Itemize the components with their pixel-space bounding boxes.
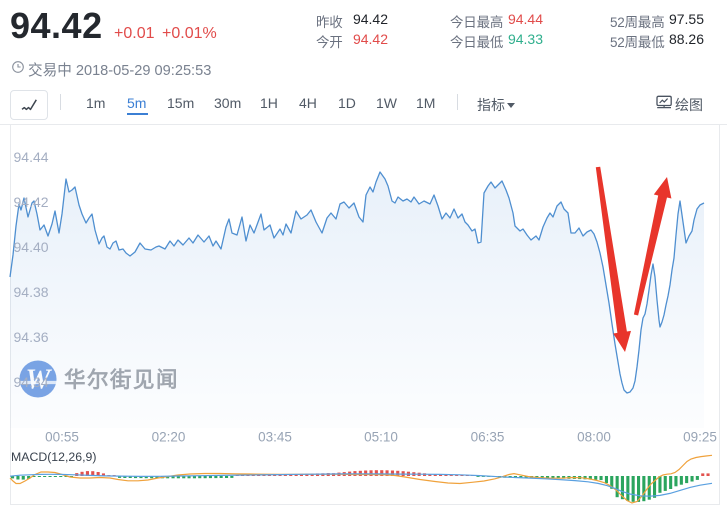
svg-text:94.38: 94.38: [14, 284, 49, 300]
svg-text:MACD(12,26,9): MACD(12,26,9): [11, 450, 96, 464]
svg-text:94.44: 94.44: [14, 149, 49, 165]
svg-text:08:00: 08:00: [577, 430, 611, 445]
svg-text:94.40: 94.40: [14, 239, 49, 255]
svg-text:05:10: 05:10: [364, 430, 398, 445]
svg-text:02:20: 02:20: [152, 430, 186, 445]
svg-text:94.34: 94.34: [14, 374, 49, 390]
svg-text:94.42: 94.42: [14, 194, 49, 210]
svg-text:94.36: 94.36: [14, 329, 49, 345]
svg-text:03:45: 03:45: [258, 430, 292, 445]
svg-text:09:25: 09:25: [683, 430, 717, 445]
svg-text:06:35: 06:35: [471, 430, 505, 445]
svg-text:00:55: 00:55: [45, 430, 79, 445]
